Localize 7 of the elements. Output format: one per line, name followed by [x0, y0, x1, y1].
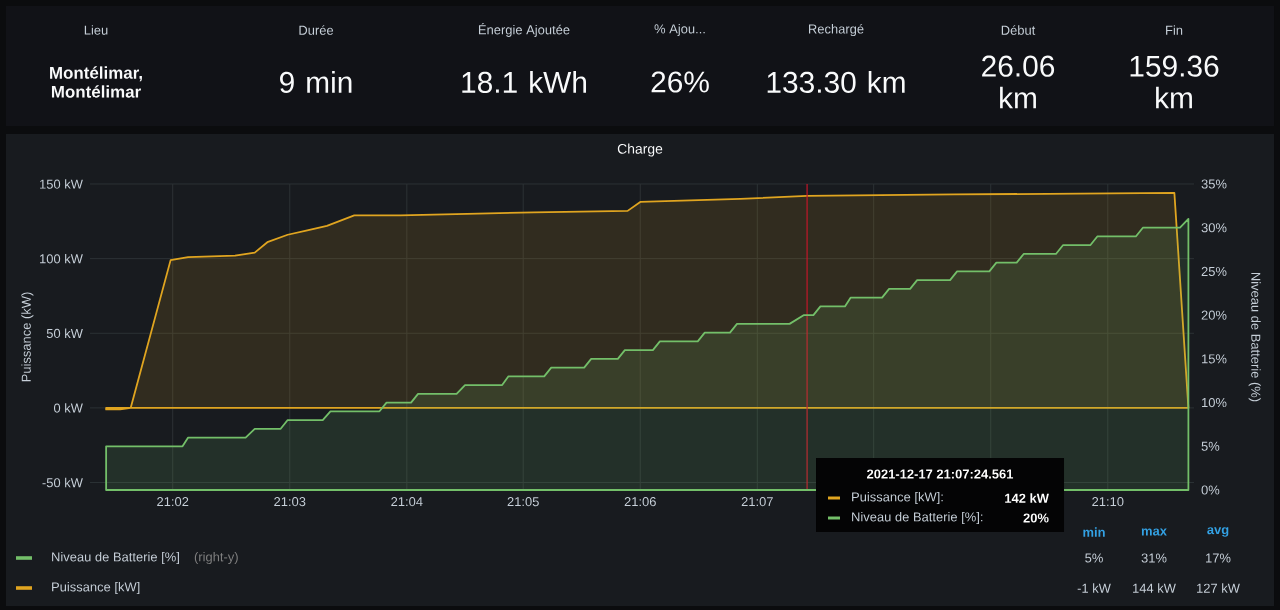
- text: 9 min: [280, 71, 352, 93]
- text: 26%: [651, 71, 709, 93]
- text: 18.1 kWh: [462, 71, 587, 93]
- text: 26.06 km: [982, 55, 1055, 109]
- text: Montélimar, Montélimar: [50, 66, 142, 98]
- text: 133.30 km: [767, 71, 905, 93]
- text: 159.36 km: [1130, 55, 1219, 109]
